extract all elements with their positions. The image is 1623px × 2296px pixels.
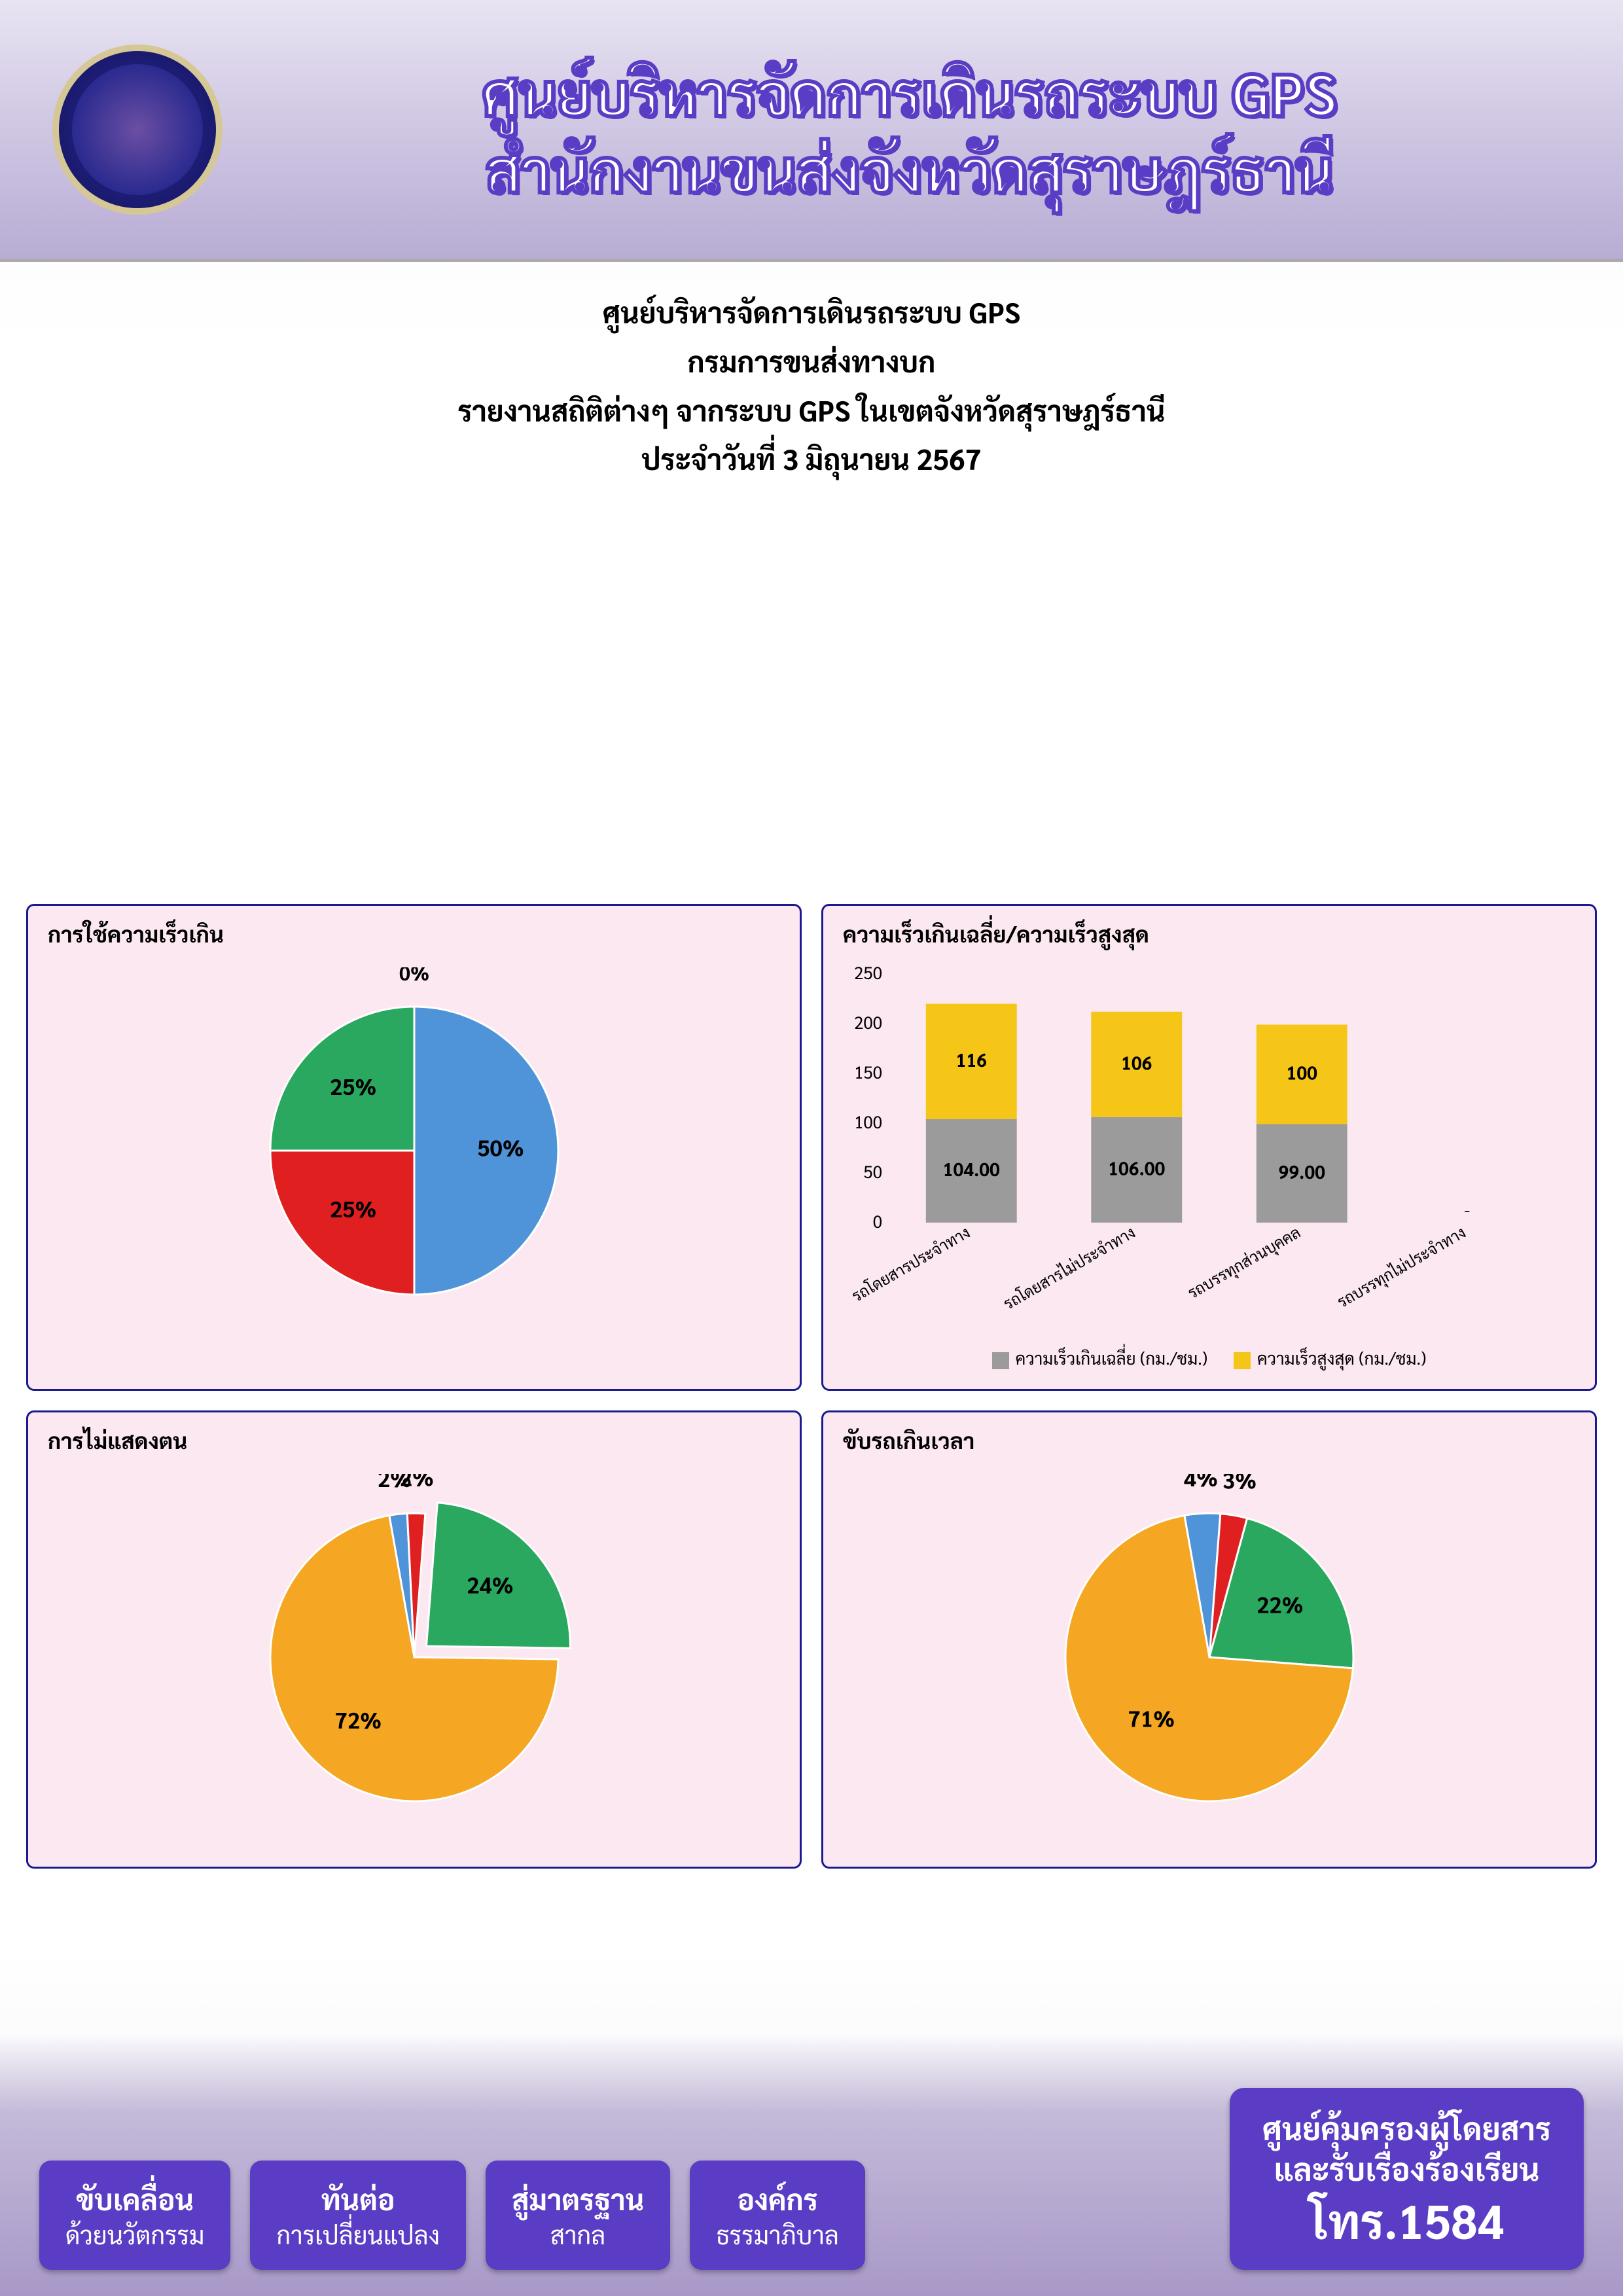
svg-text:100: 100 (1287, 1061, 1318, 1085)
footer-pill: ทันต่อการเปลี่ยนแปลง (250, 2161, 466, 2270)
svg-text:4%: 4% (1183, 1474, 1217, 1492)
chart-title: การใช้ความเร็วเกิน (48, 919, 780, 948)
svg-text:50: 50 (863, 1160, 882, 1183)
svg-text:24%: 24% (467, 1570, 513, 1599)
svg-text:22%: 22% (1257, 1590, 1303, 1619)
svg-text:รถบรรทุกไม่ประจำทาง: รถบรรทุกไม่ประจำทาง (1333, 1221, 1470, 1313)
svg-text:72%: 72% (334, 1705, 381, 1734)
footer-banner: ขับเคลื่อนด้วยนวัตกรรมทันต่อการเปลี่ยนแป… (0, 2034, 1623, 2296)
chart-speed-pie: การใช้ความเร็วเกิน 50% 25% 25% 0% (26, 904, 802, 1391)
svg-text:100: 100 (854, 1111, 882, 1133)
svg-text:รถโดยสารประจำทาง: รถโดยสารประจำทาง (847, 1221, 973, 1306)
svg-text:106.00: 106.00 (1108, 1157, 1165, 1180)
chart-title: ความเร็วเกินเฉลี่ย/ความเร็วสูงสุด (843, 919, 1575, 948)
header-title-2: สำนักงานขนส่งจังหวัดสุราษฎร์ธานี (249, 130, 1571, 206)
svg-text:150: 150 (854, 1061, 882, 1083)
svg-text:-: - (1464, 1198, 1470, 1221)
bar-legend: ความเร็วเกินเฉลี่ย (กม./ชม.) ความเร็วสูง… (843, 1347, 1575, 1369)
svg-text:99.00: 99.00 (1279, 1160, 1326, 1183)
svg-text:25%: 25% (329, 1071, 376, 1100)
chart-noshow-pie: การไม่แสดงตน 2%2%24%72% (26, 1410, 802, 1869)
svg-text:106: 106 (1121, 1051, 1152, 1075)
footer-hotline: ศูนย์คุ้มครองผู้โดยสาร และรับเรื่องร้องเ… (1230, 2088, 1584, 2270)
svg-text:200: 200 (854, 1011, 882, 1033)
footer-pill: สู่มาตรฐานสากล (486, 2161, 670, 2270)
svg-text:รถโดยสารไม่ประจำทาง: รถโดยสารไม่ประจำทาง (999, 1221, 1139, 1314)
svg-text:รถบรรทุกส่วนบุคคล: รถบรรทุกส่วนบุคคล (1183, 1221, 1304, 1304)
svg-text:116: 116 (956, 1048, 987, 1071)
svg-text:3%: 3% (1222, 1474, 1256, 1494)
svg-text:50%: 50% (477, 1133, 524, 1162)
sub-header: ศูนย์บริหารจัดการเดินรถระบบ GPS กรมการขน… (0, 262, 1623, 503)
chart-title: ขับรถเกินเวลา (843, 1426, 1575, 1454)
subheader-l3: รายงานสถิติต่างๆ จากระบบ GPS ในเขตจังหวั… (13, 386, 1610, 435)
chart-title: การไม่แสดงตน (48, 1426, 780, 1454)
svg-text:2%: 2% (399, 1474, 433, 1492)
svg-text:71%: 71% (1128, 1703, 1174, 1732)
logo-seal (52, 45, 223, 215)
svg-text:104.00: 104.00 (943, 1157, 1000, 1181)
header-banner: ศูนย์บริหารจัดการเดินรถระบบ GPS สำนักงาน… (0, 0, 1623, 262)
svg-text:0: 0 (873, 1210, 882, 1232)
svg-text:250: 250 (854, 961, 882, 984)
footer-pill: ขับเคลื่อนด้วยนวัตกรรม (39, 2161, 230, 2270)
chart-bar: ความเร็วเกินเฉลี่ย/ความเร็วสูงสุด 0 50 100… (821, 904, 1597, 1391)
header-title-1: ศูนย์บริหารจัดการเดินรถระบบ GPS (249, 53, 1571, 130)
svg-text:0%: 0% (399, 967, 429, 985)
footer-pill: องค์กรธรรมาภิบาล (690, 2161, 865, 2270)
svg-text:25%: 25% (329, 1194, 376, 1223)
subheader-l2: กรมการขนส่งทางบก (13, 337, 1610, 386)
subheader-l4: ประจำวันที่ 3 มิถุนายน 2567 (13, 435, 1610, 484)
subheader-l1: ศูนย์บริหารจัดการเดินรถระบบ GPS (13, 288, 1610, 337)
chart-overtime-pie: ขับรถเกินเวลา 4% 3% 22% 71% (821, 1410, 1597, 1869)
